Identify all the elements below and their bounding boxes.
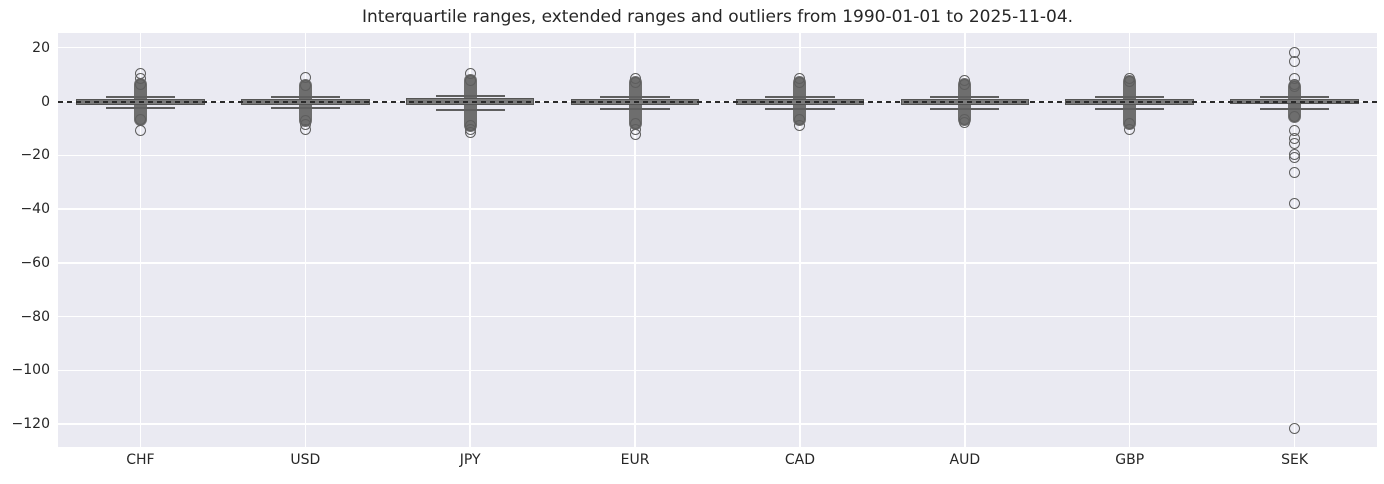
outlier-circle: [464, 68, 476, 80]
outlier-circle: [134, 124, 146, 136]
gridline-vertical: [469, 33, 471, 447]
outlier-circle: [1289, 166, 1301, 178]
outlier-circle: [299, 124, 311, 135]
gridline-vertical: [304, 33, 306, 447]
extended-range-cap: [1095, 95, 1165, 98]
extended-range-cap: [435, 94, 505, 97]
extended-range-cap: [105, 107, 176, 109]
x-axis-tick-label: JPY: [459, 452, 481, 468]
x-axis-tick-label: EUR: [620, 452, 650, 468]
outlier-circle: [134, 72, 146, 84]
outlier-circle: [959, 117, 971, 129]
outlier-circle: [794, 119, 806, 131]
gridline-vertical: [964, 33, 966, 447]
outlier-circle: [1124, 124, 1136, 135]
x-axis-tick-label: CHF: [126, 452, 155, 468]
extended-range-cap: [930, 107, 1000, 110]
outlier-circle: [299, 72, 311, 84]
gridline-horizontal: [58, 369, 1377, 372]
x-axis-tick-label: CAD: [784, 452, 815, 468]
outlier-circle: [1124, 73, 1136, 85]
gridline-horizontal: [58, 154, 1377, 156]
extended-range-cap: [270, 96, 340, 99]
chart-title: Interquartile ranges, extended ranges an…: [361, 7, 1074, 27]
outlier-circle: [134, 113, 146, 125]
extended-range-cap: [435, 108, 505, 111]
extended-range-cap: [105, 96, 176, 99]
outlier-circle: [1289, 56, 1301, 68]
extended-range-cap: [765, 107, 835, 110]
y-axis-tick-label: 0: [41, 93, 50, 110]
y-axis-tick-label: −120: [11, 416, 50, 433]
gridline-vertical: [634, 33, 636, 447]
x-axis-tick-label: USD: [290, 452, 321, 468]
y-axis-tick-label: −100: [11, 362, 50, 379]
outlier-circle: [959, 75, 971, 87]
gridline-horizontal: [58, 47, 1377, 49]
outlier-circle: [629, 128, 641, 140]
y-axis-tick-label: −80: [20, 308, 50, 325]
extended-range-cap: [600, 95, 670, 98]
y-axis-tick-label: −60: [20, 254, 50, 271]
extended-range-cap: [765, 95, 835, 98]
outlier-circle: [464, 126, 476, 138]
gridline-horizontal: [58, 208, 1377, 210]
extended-range-cap: [1259, 95, 1330, 98]
y-axis-tick-label: 20: [32, 39, 50, 56]
gridline-vertical: [1128, 33, 1131, 447]
gridline-vertical: [799, 33, 801, 447]
zero-dashed-line: [58, 100, 1377, 103]
x-axis-tick-label: SEK: [1281, 452, 1309, 468]
gridline-horizontal: [58, 315, 1377, 318]
extended-range-cap: [1259, 107, 1330, 110]
outlier-circle: [629, 73, 641, 85]
x-axis-tick-label: AUD: [949, 452, 981, 468]
gridline-horizontal: [58, 423, 1377, 425]
extended-range-cap: [600, 107, 670, 110]
extended-range-cap: [270, 107, 340, 109]
gridline-vertical: [139, 33, 142, 447]
outlier-circle: [794, 73, 806, 85]
outlier-circle: [1289, 79, 1301, 91]
x-axis-tick-label: GBP: [1115, 452, 1145, 468]
extended-range-cap: [930, 95, 1000, 98]
extended-range-cap: [1095, 107, 1165, 110]
y-axis-tick-label: −20: [20, 147, 50, 164]
outlier-circle: [1289, 197, 1301, 209]
outlier-circle: [1289, 151, 1301, 163]
gridline-vertical: [1293, 33, 1296, 447]
outlier-circle: [1289, 422, 1301, 434]
y-axis-tick-label: −40: [20, 201, 50, 218]
outlier-circle: [1289, 137, 1301, 149]
plot-area: [58, 33, 1377, 447]
outlier-circle: [1289, 110, 1301, 122]
gridline-horizontal: [58, 262, 1377, 264]
